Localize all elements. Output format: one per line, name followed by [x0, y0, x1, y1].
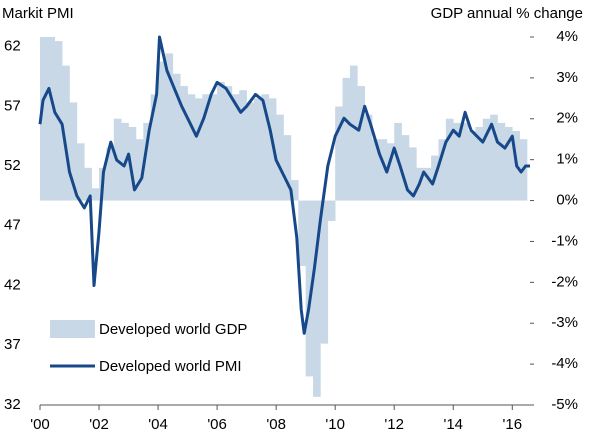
- gdp-bar: [224, 86, 233, 201]
- legend-label: Developed world GDP: [99, 321, 247, 338]
- gdp-bar: [401, 135, 410, 201]
- gdp-bar: [504, 126, 513, 201]
- gdp-bar: [261, 94, 270, 201]
- gdp-bar: [47, 37, 56, 201]
- gdp-bar: [143, 122, 151, 201]
- y-tick-label: 62: [4, 38, 21, 55]
- y-tick-label: 42: [4, 276, 21, 293]
- y2-tick-label: 4%: [556, 28, 578, 45]
- pmi-line-group: [38, 35, 530, 335]
- gdp-bar: [313, 200, 321, 397]
- gdp-bar: [490, 114, 498, 201]
- gdp-bar: [342, 77, 351, 201]
- gdp-bar: [453, 122, 461, 201]
- gdp-bar: [327, 200, 336, 221]
- gdp-bar: [482, 118, 491, 201]
- gdp-bar: [386, 143, 395, 201]
- y-axis-label: Markit PMI: [2, 5, 74, 22]
- gdp-bar: [276, 114, 284, 201]
- gdp-bar: [239, 90, 247, 201]
- gdp-bar: [128, 126, 137, 201]
- y2-tick-label: 2%: [556, 110, 578, 127]
- gdp-bar: [76, 143, 85, 201]
- gdp-bar: [187, 94, 196, 201]
- gdp-bar: [408, 147, 417, 201]
- gdp-bar: [357, 86, 365, 201]
- y2-tick-label: -1%: [551, 232, 578, 249]
- x-tick-label: '00: [30, 416, 50, 433]
- gdp-bar: [172, 73, 181, 201]
- gdp-bar: [298, 200, 306, 266]
- gdp-bar: [209, 94, 218, 201]
- gdp-bar: [62, 65, 70, 201]
- x-tick-label: '08: [266, 416, 286, 433]
- gdp-bar: [231, 94, 240, 201]
- y2-tick-label: 3%: [556, 69, 578, 86]
- gdp-bar: [106, 147, 115, 201]
- x-tick-label: '12: [384, 416, 404, 433]
- gdp-bars: [40, 37, 528, 397]
- y-tick-label: 52: [4, 157, 21, 174]
- x-tick-label: '06: [207, 416, 227, 433]
- gdp-bar: [372, 139, 380, 201]
- gdp-bar: [364, 114, 373, 201]
- y2-tick-label: -3%: [551, 314, 578, 331]
- gdp-bar: [254, 98, 262, 201]
- gdp-bar: [438, 139, 447, 201]
- gdp-bar: [91, 188, 100, 201]
- gdp-bar: [290, 180, 299, 201]
- gdp-bar: [150, 94, 159, 201]
- gdp-bar: [349, 65, 358, 201]
- gdp-bar: [217, 81, 225, 201]
- gdp-bar: [320, 200, 329, 344]
- y2-tick-label: 0%: [556, 192, 578, 209]
- y-tick-label: 47: [4, 217, 21, 234]
- gdp-bar: [335, 106, 343, 201]
- gdp-bar: [84, 167, 92, 201]
- gdp-bar: [460, 122, 469, 201]
- gdp-bar: [379, 139, 388, 201]
- gdp-bar: [497, 122, 506, 201]
- x-tick-label: '14: [443, 416, 463, 433]
- gdp-bar: [202, 94, 211, 201]
- y2-axis-label: GDP annual % change: [431, 5, 583, 22]
- gdp-bar: [305, 200, 314, 377]
- gdp-bar: [445, 118, 454, 201]
- legend-label: Developed world PMI: [99, 358, 242, 375]
- x-tick-label: '02: [89, 416, 109, 433]
- pmi-line: [38, 35, 530, 335]
- gdp-bar: [283, 135, 292, 201]
- gdp-bar: [40, 37, 48, 201]
- gdp-bar: [158, 61, 166, 201]
- y2-tick-label: -5%: [551, 396, 578, 413]
- gdp-bar: [468, 131, 476, 201]
- gdp-bar: [423, 167, 432, 201]
- y-tick-label: 37: [4, 336, 21, 353]
- gdp-bar: [246, 102, 255, 201]
- y-tick-label: 57: [4, 97, 21, 114]
- y2-tick-label: 1%: [556, 151, 578, 168]
- y2-tick-label: -4%: [551, 355, 578, 372]
- gdp-bar: [135, 139, 144, 201]
- gdp-bar: [180, 86, 188, 201]
- x-tick-label: '04: [148, 416, 168, 433]
- gdp-bar: [165, 53, 174, 201]
- y2-tick-label: -2%: [551, 273, 578, 290]
- gdp-bar: [69, 102, 78, 201]
- gdp-bar: [194, 98, 203, 201]
- legend-swatch: [50, 320, 95, 338]
- y-tick-label: 32: [4, 396, 21, 413]
- gdp-bar: [475, 126, 484, 201]
- x-tick-label: '10: [325, 416, 345, 433]
- x-tick-label: '16: [503, 416, 523, 433]
